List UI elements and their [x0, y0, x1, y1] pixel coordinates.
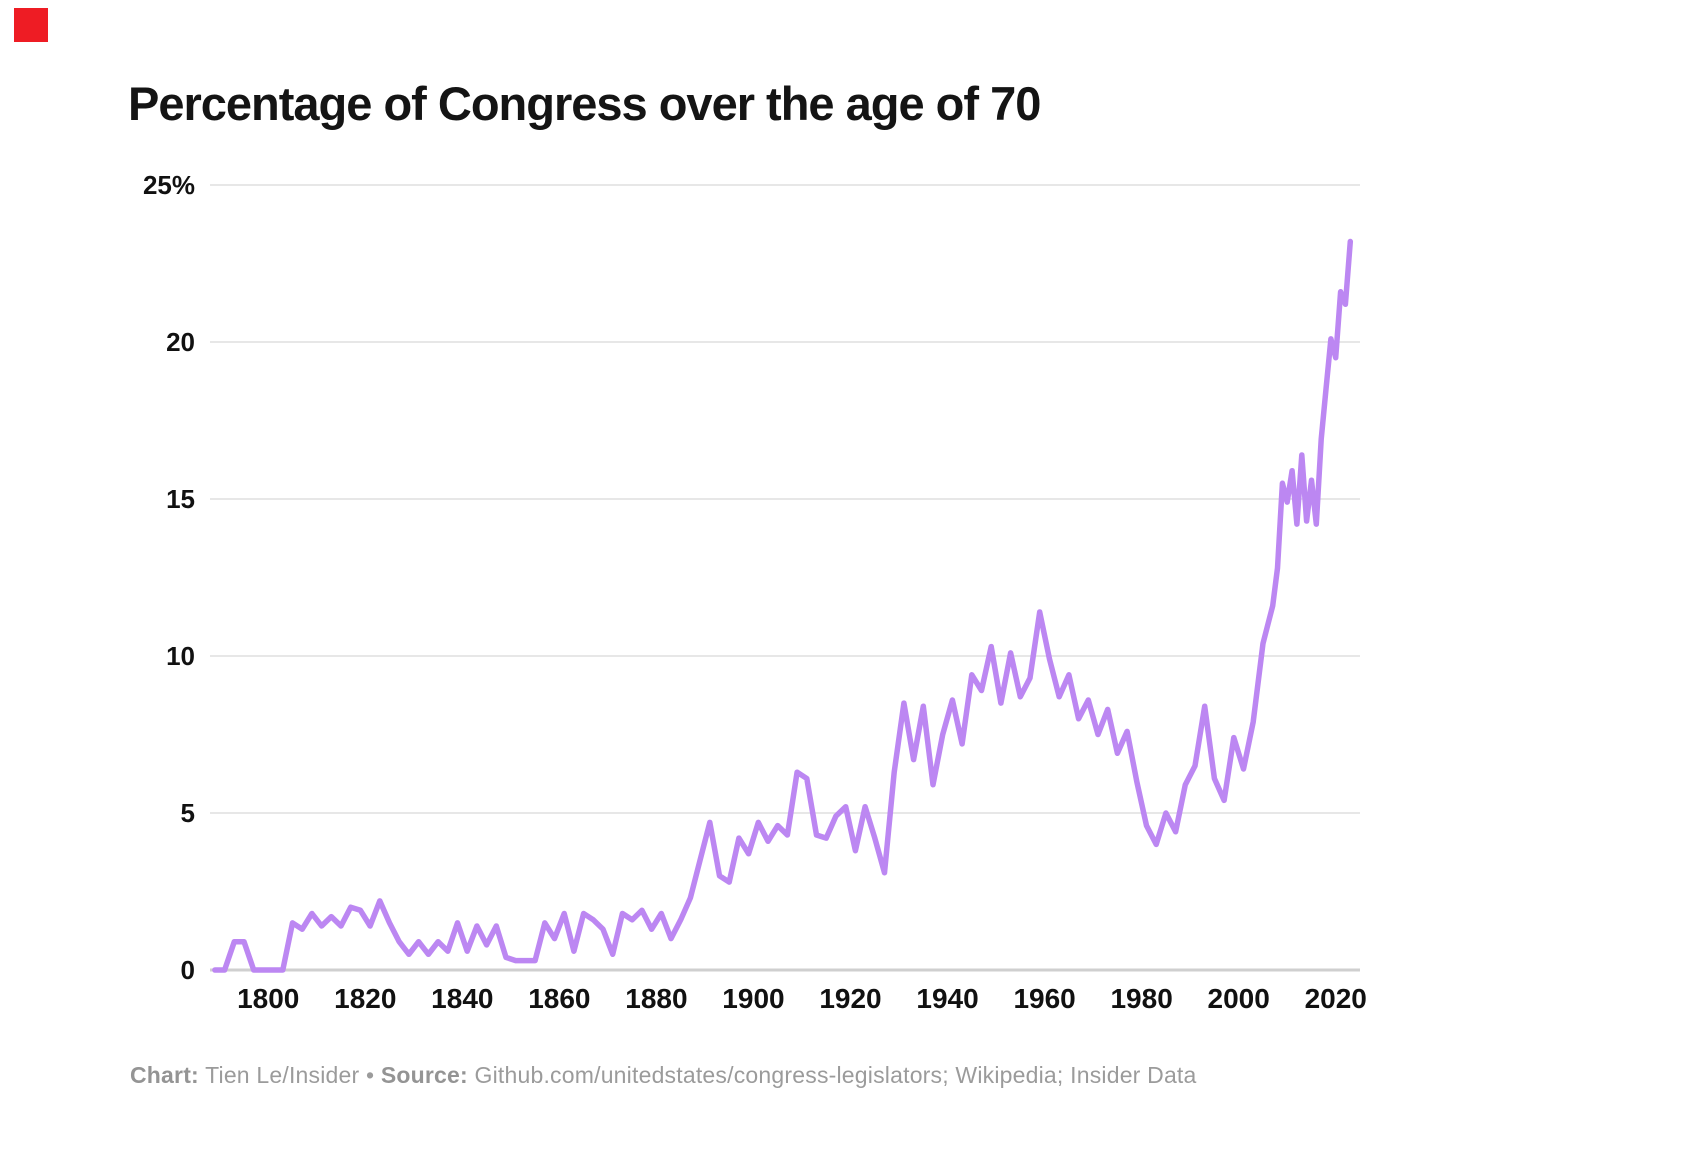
x-tick-label-1860: 1860 — [528, 983, 590, 1014]
data-line-0 — [212, 238, 1354, 973]
x-tick-label-2000: 2000 — [1208, 983, 1270, 1014]
x-tick-label-1900: 1900 — [722, 983, 784, 1014]
x-tick-label-1800: 1800 — [237, 983, 299, 1014]
x-tick-label-1820: 1820 — [334, 983, 396, 1014]
x-tick-label-1960: 1960 — [1013, 983, 1075, 1014]
red-corner-mark — [14, 8, 48, 42]
x-tick-label-1980: 1980 — [1110, 983, 1172, 1014]
x-tick-label-1920: 1920 — [819, 983, 881, 1014]
x-tick-label-1840: 1840 — [431, 983, 493, 1014]
y-tick-label-15: 15 — [166, 484, 195, 514]
x-tick-label-2020: 2020 — [1305, 983, 1367, 1014]
footer-chart-credit: Tien Le/Insider — [205, 1062, 360, 1088]
footer-separator: • — [366, 1062, 375, 1088]
footer-source-label: Source: — [380, 1062, 468, 1088]
x-tick-label-1940: 1940 — [916, 983, 978, 1014]
page-title: Percentage of Congress over the age of 7… — [128, 77, 1041, 130]
chart-footer-credit: Chart: Tien Le/Insider • Source: Github.… — [130, 1062, 1197, 1089]
x-tick-label-1880: 1880 — [625, 983, 687, 1014]
y-tick-label-10: 10 — [166, 641, 195, 671]
y-tick-label-5: 5 — [181, 798, 195, 828]
y-tick-label-0: 0 — [181, 955, 195, 985]
footer-chart-label: Chart: — [130, 1062, 199, 1088]
y-tick-label-25: 25% — [143, 170, 195, 200]
y-tick-label-20: 20 — [166, 327, 195, 357]
footer-source-text: Github.com/unitedstates/congress-legisla… — [474, 1062, 1197, 1088]
